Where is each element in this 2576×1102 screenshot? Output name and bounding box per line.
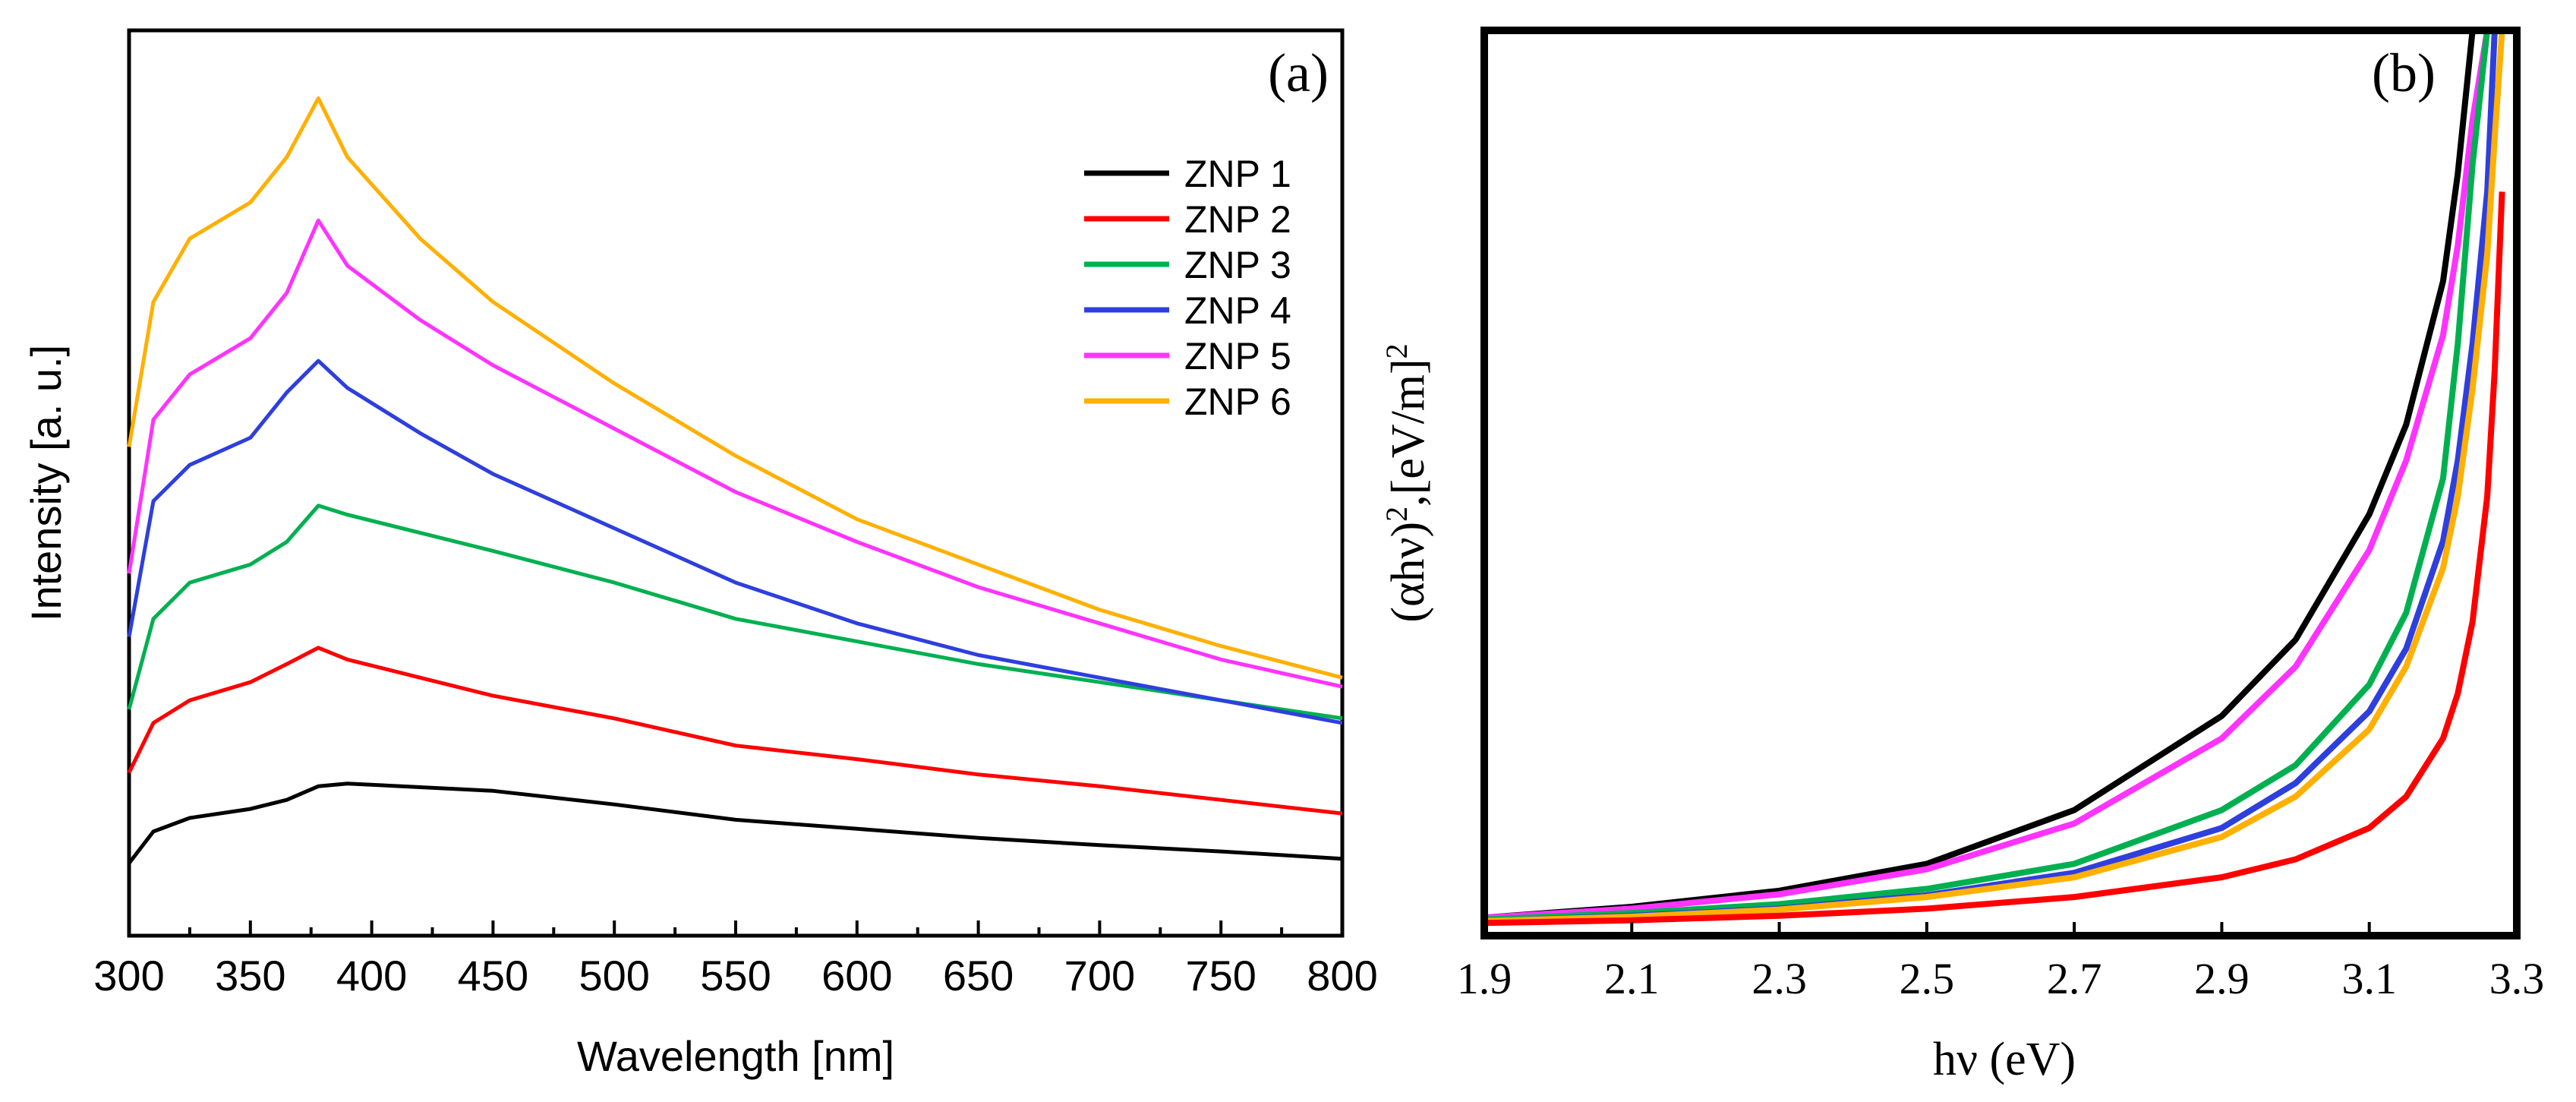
panel-a-x-tick-label: 400 bbox=[336, 952, 407, 999]
panel-a-legend-label: ZNP 1 bbox=[1184, 153, 1291, 195]
panel-a-legend-label: ZNP 6 bbox=[1184, 380, 1291, 423]
panel-b-x-tick-label: 2.7 bbox=[2047, 954, 2102, 1003]
panel-b-frame bbox=[1480, 27, 2521, 939]
panel-b-series-3-line bbox=[1483, 30, 2491, 923]
panel-a-x-tick-label: 350 bbox=[215, 952, 285, 999]
panel-a-x-tick-label: 300 bbox=[93, 952, 164, 999]
panel-b-x-tick-label: 2.9 bbox=[2194, 954, 2250, 1003]
panel-b-x-ticks: 1.9 2.1 2.3 2.5 2.7 2.9 3.1 3.3 bbox=[1457, 922, 2545, 1003]
panel-b-x-tick-label: 1.9 bbox=[1457, 954, 1512, 1003]
panel-a-x-tick-label: 800 bbox=[1307, 952, 1377, 999]
panel-b-x-tick-label: 3.3 bbox=[2489, 954, 2545, 1003]
panel-a-series-4-line bbox=[127, 358, 1343, 725]
panel-a-x-axis-label: Wavelength [nm] bbox=[577, 1032, 894, 1080]
panel-b-series-2-line bbox=[1483, 30, 2491, 921]
panel-b-y-label-prefix: (αhν) bbox=[1383, 522, 1434, 623]
panel-a-y-axis-label: Intensity [a. u.] bbox=[22, 345, 70, 621]
panel-a-legend-label: ZNP 4 bbox=[1184, 289, 1291, 332]
panel-b-series-6-line bbox=[1483, 191, 2505, 927]
panel-a-x-tick-label: 450 bbox=[458, 952, 528, 999]
panel-b-series-4-line bbox=[1483, 30, 2498, 924]
panel-a-spectra: 300 350 400 450 500 550 600 650 700 750 800 (a) Wa… bbox=[22, 28, 1378, 1080]
panel-a-series-3-line bbox=[127, 504, 1343, 721]
panel-b-y-label-mid: ,[eV/m] bbox=[1383, 358, 1434, 507]
panel-a-x-tick-label: 500 bbox=[579, 952, 649, 999]
panel-b-y-label-sup2: 2 bbox=[1379, 343, 1414, 358]
panel-a-legend-label: ZNP 3 bbox=[1184, 244, 1291, 286]
panel-a-series-6-line bbox=[127, 96, 1343, 680]
panel-a-x-tick-label: 650 bbox=[943, 952, 1014, 999]
panel-a-label: (a) bbox=[1268, 43, 1329, 103]
panel-a-x-tick-label: 700 bbox=[1064, 952, 1135, 999]
panel-a-x-tick-label: 550 bbox=[700, 952, 771, 999]
panel-a-x-ticks: 300 350 400 450 500 550 600 650 700 750 800 bbox=[93, 920, 1378, 999]
panel-b-series-5-line bbox=[1483, 30, 2505, 924]
panel-a-series-group bbox=[127, 96, 1343, 865]
panel-b-label: (b) bbox=[2372, 43, 2436, 103]
panel-b-series-group bbox=[1483, 30, 2505, 927]
panel-a-x-tick-label: 750 bbox=[1185, 952, 1256, 999]
panel-b-series-1-line bbox=[1483, 30, 2476, 921]
panel-a-series-5-line bbox=[127, 218, 1343, 689]
panel-b-y-label-sup: 2 bbox=[1379, 507, 1414, 522]
panel-a-legend-label: ZNP 2 bbox=[1184, 198, 1291, 241]
panel-a-legend-label: ZNP 5 bbox=[1184, 335, 1291, 377]
panel-a-series-1-line bbox=[128, 782, 1343, 865]
panel-b-x-tick-label: 2.3 bbox=[1751, 954, 1807, 1003]
panel-a-series-2-line bbox=[127, 646, 1343, 816]
panel-b-x-tick-label: 3.1 bbox=[2341, 954, 2397, 1003]
panel-b-x-tick-label: 2.5 bbox=[1900, 954, 1955, 1003]
panel-b-tauc: 1.9 2.1 2.3 2.5 2.7 2.9 3.1 3.3 (b) hν (eV) (αh… bbox=[1379, 27, 2545, 1085]
panel-a-x-tick-label: 600 bbox=[821, 952, 892, 999]
panel-b-y-axis-label: (αhν)2,[eV/m]2 bbox=[1379, 343, 1435, 622]
panel-b-x-axis-label: hν (eV) bbox=[1933, 1034, 2076, 1085]
panel-b-x-tick-label: 2.1 bbox=[1604, 954, 1660, 1003]
panel-a-frame bbox=[127, 28, 1345, 938]
